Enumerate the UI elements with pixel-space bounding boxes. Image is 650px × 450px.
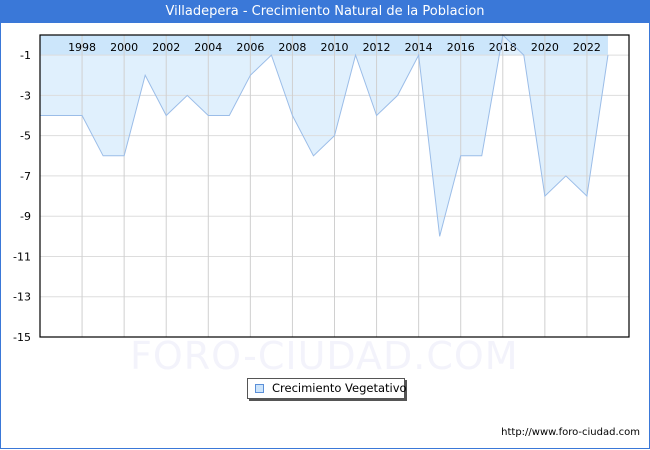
- x-tick-label: 2004: [194, 41, 222, 54]
- x-tick-label: 2018: [489, 41, 517, 54]
- plot-border: [39, 34, 630, 338]
- top-band: [40, 35, 608, 56]
- y-tick-label: -5: [20, 130, 31, 143]
- x-tick-label: 2002: [152, 41, 180, 54]
- x-tick-label: 2022: [573, 41, 601, 54]
- legend: Crecimiento Vegetativo: [247, 378, 407, 399]
- x-tick-label: 2020: [531, 41, 559, 54]
- y-tick-label: -15: [13, 331, 31, 344]
- x-tick-label: 2014: [405, 41, 433, 54]
- y-tick-label: -1: [20, 49, 31, 62]
- x-tick-label: 1998: [68, 41, 96, 54]
- legend-swatch-icon: [255, 384, 264, 393]
- y-tick-label: -9: [20, 210, 31, 223]
- x-tick-label: 2016: [447, 41, 475, 54]
- y-tick-label: -13: [13, 291, 31, 304]
- x-tick-label: 2000: [110, 41, 138, 54]
- series-line: [40, 33, 609, 237]
- x-tick-label: 2008: [278, 41, 306, 54]
- x-tick-label: 2012: [363, 41, 391, 54]
- source-url: http://www.foro-ciudad.com: [501, 427, 640, 438]
- y-tick-label: -7: [20, 170, 31, 183]
- x-tick-label: 2006: [236, 41, 264, 54]
- x-tick-label: 2010: [321, 41, 349, 54]
- y-tick-label: -3: [20, 89, 31, 102]
- legend-label: Crecimiento Vegetativo: [272, 381, 407, 395]
- chart-title: Villadepera - Crecimiento Natural de la …: [0, 0, 650, 23]
- y-tick-label: -11: [13, 250, 31, 263]
- watermark: FORO-CIUDAD.COM: [130, 334, 519, 378]
